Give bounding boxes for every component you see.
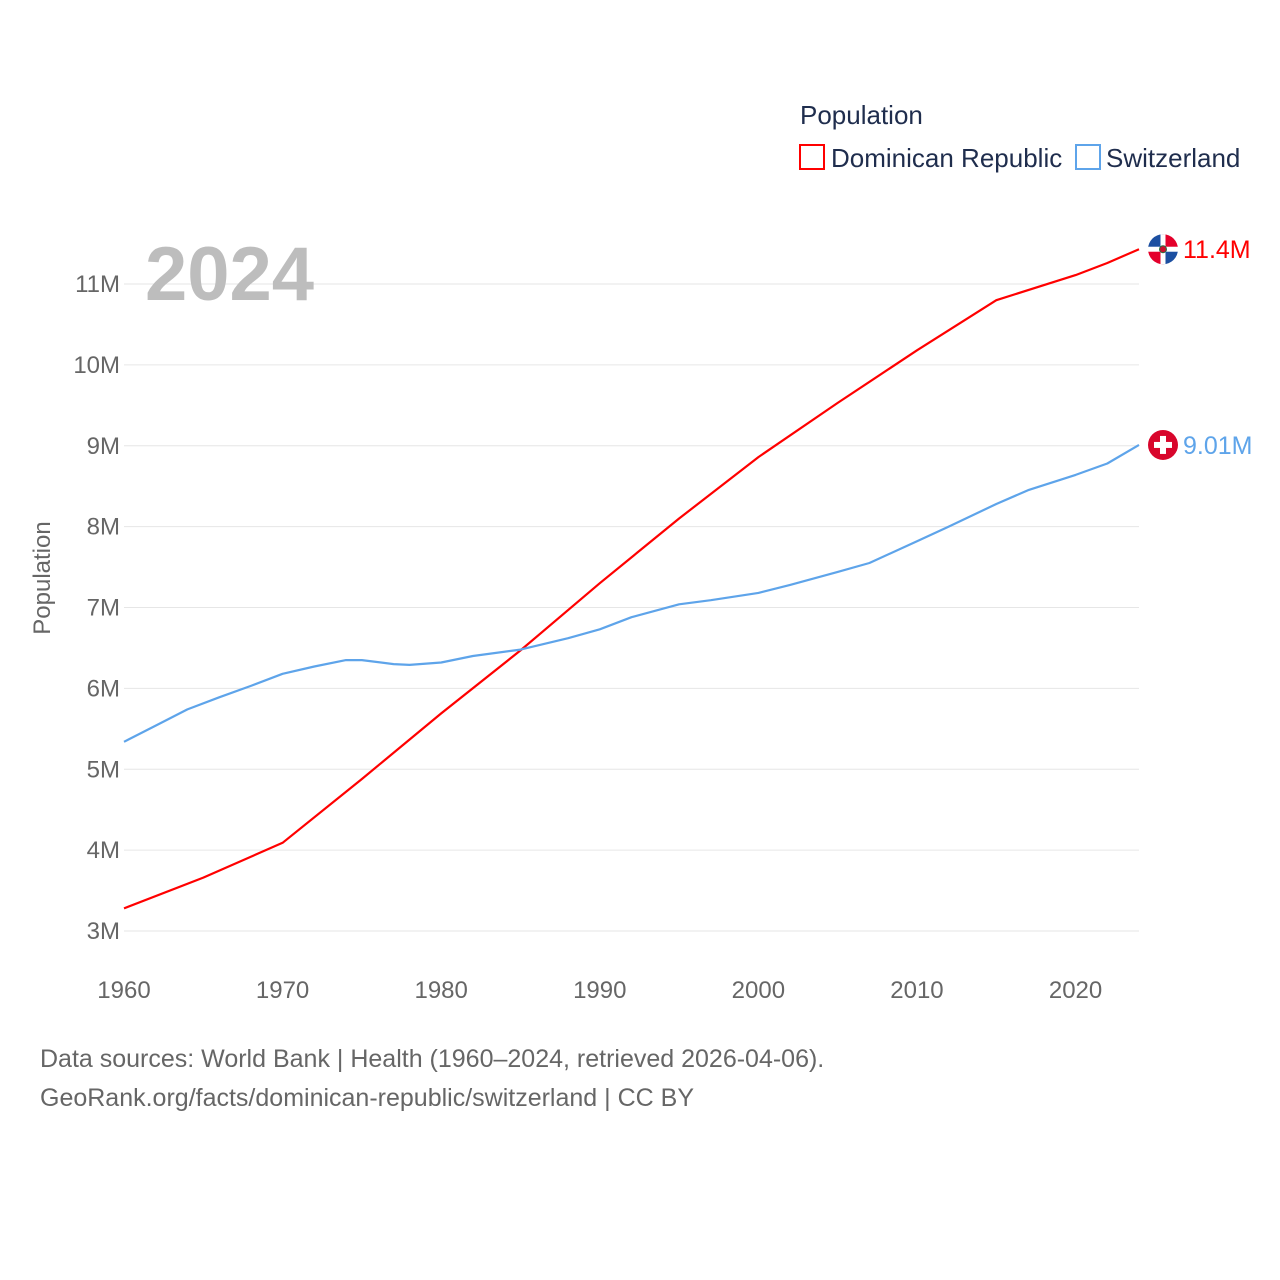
flag-quarter — [1148, 234, 1163, 250]
switzerland-flag-icon — [1148, 429, 1178, 460]
x-tick-label: 1960 — [97, 977, 150, 1004]
flag-quarter — [1148, 249, 1163, 265]
legend-swatch-dominican-republic[interactable] — [799, 144, 825, 170]
flag-quarter — [1163, 234, 1178, 250]
x-tick-label: 2010 — [890, 977, 943, 1004]
x-tick-label: 2000 — [732, 977, 785, 1004]
legend-title: Population — [800, 100, 923, 130]
y-tick-label: 5M — [87, 756, 120, 783]
y-axis-label: Population — [29, 521, 56, 634]
legend-label-switzerland[interactable]: Switzerland — [1106, 143, 1240, 173]
legend-swatch-switzerland[interactable] — [1075, 144, 1101, 170]
end-value-label: 9.01M — [1183, 432, 1252, 460]
dominican-republic-flag-icon — [1148, 234, 1178, 265]
footer-link[interactable]: GeoRank.org/facts/dominican-republic/swi… — [40, 1084, 694, 1112]
y-tick-label: 9M — [87, 433, 120, 460]
legend-label-dominican-republic[interactable]: Dominican Republic — [831, 143, 1062, 173]
y-tick-label: 6M — [87, 675, 120, 702]
y-tick-label: 7M — [87, 595, 120, 622]
legend: Population Dominican Republic Switzerlan… — [799, 100, 1240, 173]
end-value-label: 11.4M — [1183, 236, 1251, 264]
y-tick-label: 4M — [87, 837, 120, 864]
x-tick-label: 2020 — [1049, 977, 1102, 1004]
flag-quarter — [1163, 249, 1178, 265]
footer-source: Data sources: World Bank | Health (1960–… — [40, 1045, 825, 1073]
x-tick-label: 1990 — [573, 977, 626, 1004]
y-tick-label: 8M — [87, 514, 120, 541]
flag-cross — [1160, 435, 1166, 454]
year-watermark: 2024 — [145, 232, 314, 317]
series-line-switzerland — [123, 443, 1140, 743]
series-line-dominican-republic — [123, 248, 1140, 910]
y-tick-label: 10M — [73, 352, 120, 379]
y-tick-label: 3M — [87, 918, 120, 945]
x-tick-label: 1980 — [414, 977, 467, 1004]
x-tick-label: 1970 — [256, 977, 309, 1004]
y-tick-label: 11M — [75, 271, 120, 298]
flag-emblem — [1159, 245, 1167, 254]
